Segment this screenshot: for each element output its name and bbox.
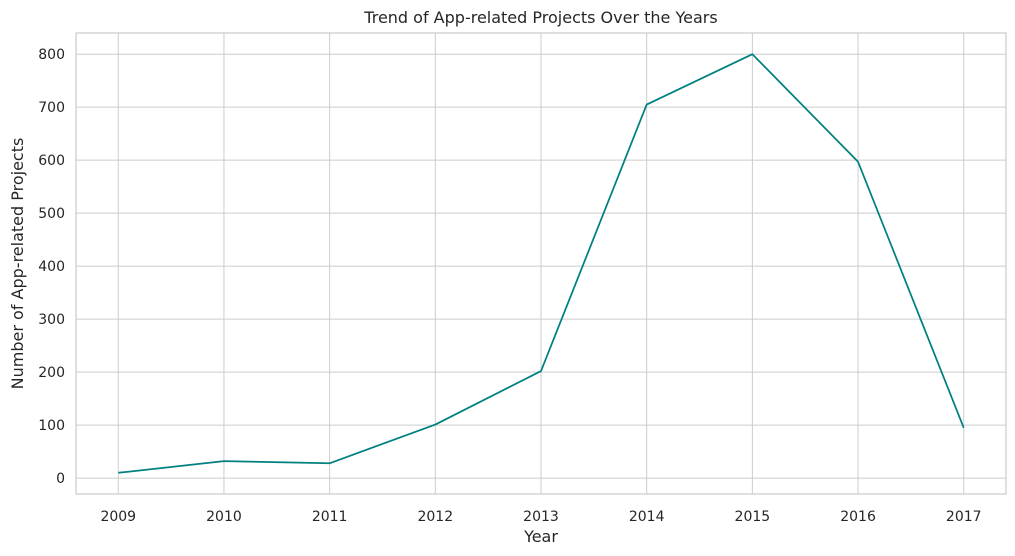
- x-tick-labels: 2009 2010 2011 2012 2013 2014 2015 2016 2017: [100, 509, 981, 525]
- chart-title: Trend of App-related Projects Over the Y…: [363, 8, 717, 27]
- y-tick-label: 200: [38, 365, 65, 381]
- x-tick-label: 2009: [100, 509, 136, 525]
- plot-frame: [75, 32, 1007, 495]
- x-tick-label: 2011: [312, 509, 348, 525]
- grid: [76, 33, 1006, 494]
- x-tick-label: 2012: [417, 509, 453, 525]
- y-axis-label: Number of App-related Projects: [8, 138, 27, 390]
- series-line-0: [118, 53, 965, 474]
- y-tick-label: 0: [56, 471, 65, 487]
- y-tick-label: 600: [38, 153, 65, 169]
- x-tick-label: 2014: [629, 509, 665, 525]
- series-layer: [118, 53, 965, 474]
- y-tick-label: 700: [38, 100, 65, 116]
- x-tick-label: 2010: [206, 509, 242, 525]
- y-tick-label: 400: [38, 259, 65, 275]
- y-tick-label: 300: [38, 312, 65, 328]
- x-tick-label: 2017: [946, 509, 982, 525]
- x-tick-label: 2016: [840, 509, 876, 525]
- y-tick-label: 800: [38, 47, 65, 63]
- x-tick-label: 2015: [735, 509, 771, 525]
- x-tick-label: 2013: [523, 509, 559, 525]
- y-tick-label: 100: [38, 418, 65, 434]
- x-axis-label: Year: [523, 527, 558, 546]
- y-tick-labels: 0 100 200 300 400 500 600 700 800: [38, 47, 65, 487]
- y-tick-label: 500: [38, 206, 65, 222]
